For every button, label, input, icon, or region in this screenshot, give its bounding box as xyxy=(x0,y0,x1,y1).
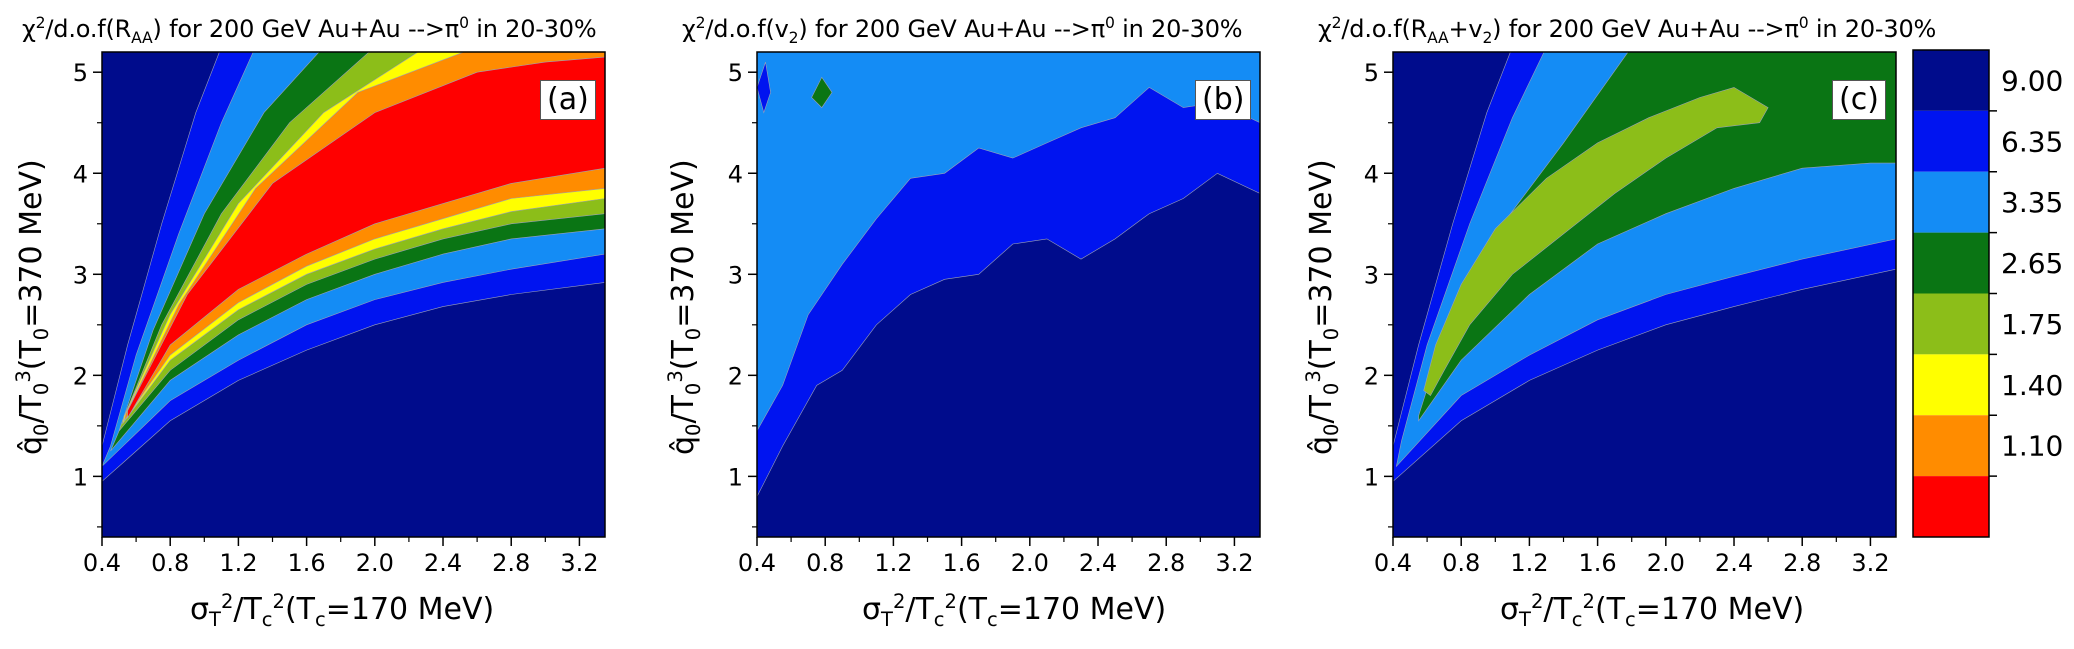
colorbar-swatch xyxy=(1913,50,1989,111)
colorbar-swatch xyxy=(1913,110,1989,172)
x-tick-label: 2.4 xyxy=(424,549,462,577)
y-tick-label: 2 xyxy=(73,362,88,390)
x-tick-label: 0.8 xyxy=(806,549,844,577)
x-tick-label: 1.6 xyxy=(288,549,326,577)
plot-frame xyxy=(756,51,1261,538)
y-tick-label: 2 xyxy=(1364,362,1379,390)
x-tick-label: 2.0 xyxy=(356,549,394,577)
x-tick-label: 3.2 xyxy=(560,549,598,577)
y-tick-label: 4 xyxy=(1364,160,1379,188)
panel-a-label: (a) xyxy=(540,80,596,120)
x-tick-label: 2.0 xyxy=(1647,549,1685,577)
x-tick-label: 2.4 xyxy=(1715,549,1753,577)
panel-c-plot: 0.4 0.8 1.2 1.6 2.0 2.4 2.8 3.2 1 2 3 4 5 xyxy=(1364,51,1897,577)
contour-blob xyxy=(757,62,771,114)
panel-c-ylabel: q̂0/T03(T0=370 MeV) xyxy=(1302,159,1343,455)
x-tick-label: 0.8 xyxy=(151,549,189,577)
y-tick-label: 5 xyxy=(1364,59,1379,87)
panel-b-title: χ2/d.o.f(v2) for 200 GeV Au+Au -->π0 in … xyxy=(682,14,1243,47)
panel-a-title: χ2/d.o.f(RAA) for 200 GeV Au+Au -->π0 in… xyxy=(22,14,597,47)
panel-b-ylabel: q̂0/T03(T0=370 MeV) xyxy=(664,159,705,455)
colorbar: 9.00 6.35 3.35 2.65 1.75 1.40 1.10 xyxy=(1912,49,2063,538)
panel-b-plot: 0.4 0.8 1.2 1.6 2.0 2.4 2.8 3.2 1 2 3 4 5 xyxy=(728,51,1261,577)
x-tick-label: 2.8 xyxy=(1147,549,1185,577)
colorbar-label: 3.35 xyxy=(2001,186,2063,219)
colorbar-swatch xyxy=(1913,476,1989,537)
colorbar-swatch xyxy=(1913,415,1989,477)
y-tick-label: 3 xyxy=(728,261,743,289)
panel-a-xlabel: σT2/Tc2(Tc=170 MeV) xyxy=(190,590,495,631)
y-tick-label: 2 xyxy=(728,362,743,390)
y-tick-label: 4 xyxy=(73,160,88,188)
panel-a-plot: 0.4 0.8 1.2 1.6 2.0 2.4 2.8 3.2 1 2 3 4 5 xyxy=(73,51,606,577)
x-tick-label: 2.8 xyxy=(492,549,530,577)
colorbar-swatch xyxy=(1913,354,1989,416)
panel-a-ylabel: q̂0/T03(T0=370 MeV) xyxy=(12,159,53,455)
colorbar-label: 1.40 xyxy=(2001,369,2063,402)
y-tick-label: 5 xyxy=(728,59,743,87)
x-tick-label: 0.8 xyxy=(1442,549,1480,577)
x-tick-label: 0.4 xyxy=(83,549,121,577)
colorbar-swatch xyxy=(1913,293,1989,355)
panel-c-xlabel: σT2/Tc2(Tc=170 MeV) xyxy=(1500,590,1805,631)
contour-band-dark xyxy=(757,172,1260,537)
y-tick-label: 5 xyxy=(73,59,88,87)
colorbar-label: 1.75 xyxy=(2001,308,2063,341)
colorbar-swatch xyxy=(1913,232,1989,294)
y-tick-label: 3 xyxy=(1364,261,1379,289)
y-tick-label: 1 xyxy=(728,463,743,491)
colorbar-label: 1.10 xyxy=(2001,430,2063,463)
y-tick-label: 1 xyxy=(73,463,88,491)
y-tick-label: 4 xyxy=(728,160,743,188)
contour-island xyxy=(1423,87,1769,396)
contour-band-3 xyxy=(1418,52,1896,422)
x-tick-label: 2.4 xyxy=(1079,549,1117,577)
x-tick-label: 3.2 xyxy=(1215,549,1253,577)
x-tick-label: 1.2 xyxy=(219,549,257,577)
x-tick-label: 2.8 xyxy=(1783,549,1821,577)
x-tick-label: 1.2 xyxy=(1510,549,1548,577)
colorbar-label: 9.00 xyxy=(2001,64,2063,97)
x-tick-label: 1.6 xyxy=(943,549,981,577)
panel-c-label: (c) xyxy=(1832,80,1886,120)
panel-b-label: (b) xyxy=(1195,80,1252,120)
colorbar-label: 6.35 xyxy=(2001,125,2063,158)
colorbar-swatch xyxy=(1913,171,1989,233)
x-tick-label: 1.6 xyxy=(1579,549,1617,577)
y-tick-label: 1 xyxy=(1364,463,1379,491)
x-tick-label: 1.2 xyxy=(874,549,912,577)
x-tick-label: 2.0 xyxy=(1011,549,1049,577)
contour-band-7 xyxy=(127,56,605,419)
x-tick-label: 0.4 xyxy=(1374,549,1412,577)
x-tick-label: 3.2 xyxy=(1851,549,1889,577)
colorbar-label: 2.65 xyxy=(2001,247,2063,280)
panel-c-title: χ2/d.o.f(RAA+v2) for 200 GeV Au+Au -->π0… xyxy=(1318,14,1937,47)
panel-b-xlabel: σT2/Tc2(Tc=170 MeV) xyxy=(862,590,1167,631)
contour-blob xyxy=(811,76,833,109)
x-tick-label: 0.4 xyxy=(738,549,776,577)
y-tick-label: 3 xyxy=(73,261,88,289)
plot-frame xyxy=(101,51,606,538)
plot-frame xyxy=(1392,51,1897,538)
